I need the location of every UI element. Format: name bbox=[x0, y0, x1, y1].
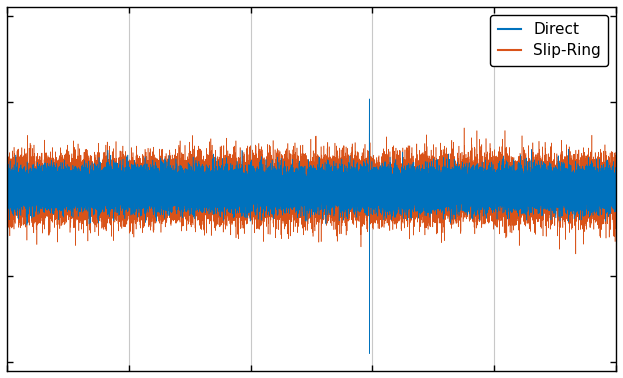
Direct bbox=[366, 352, 373, 356]
Slip-Ring bbox=[370, 164, 378, 168]
Line: Slip-Ring: Slip-Ring bbox=[7, 128, 616, 262]
Direct bbox=[3, 197, 11, 201]
Line: Direct: Direct bbox=[7, 99, 616, 354]
Direct bbox=[150, 183, 157, 187]
Slip-Ring bbox=[612, 206, 620, 211]
Direct bbox=[455, 187, 463, 192]
Legend: Direct, Slip-Ring: Direct, Slip-Ring bbox=[490, 15, 609, 66]
Direct bbox=[612, 201, 620, 206]
Slip-Ring bbox=[3, 158, 11, 163]
Slip-Ring bbox=[45, 209, 52, 213]
Direct bbox=[370, 167, 378, 172]
Slip-Ring bbox=[150, 177, 157, 181]
Direct bbox=[237, 181, 244, 185]
Direct bbox=[45, 182, 52, 187]
Slip-Ring bbox=[460, 125, 468, 130]
Slip-Ring bbox=[237, 182, 244, 186]
Slip-Ring bbox=[455, 209, 463, 214]
Slip-Ring bbox=[334, 164, 341, 169]
Direct bbox=[366, 96, 373, 101]
Slip-Ring bbox=[366, 260, 373, 264]
Direct bbox=[334, 172, 341, 177]
